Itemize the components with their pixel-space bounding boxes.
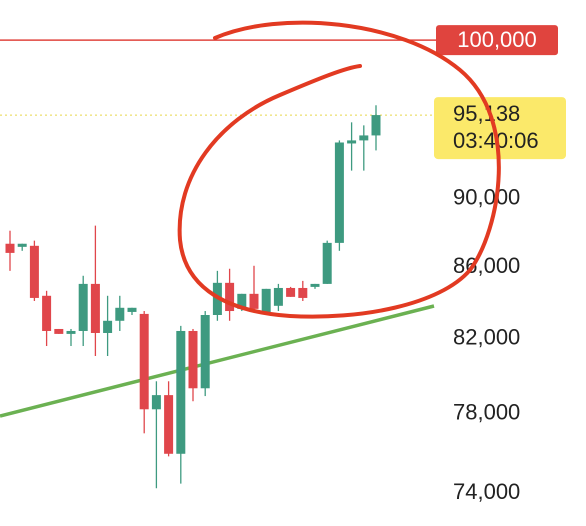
candle-body <box>347 140 357 144</box>
candle-body <box>151 395 161 410</box>
candle-body <box>103 320 113 333</box>
candle-body <box>286 287 296 297</box>
candle-body <box>29 245 39 298</box>
candle-body <box>164 395 174 454</box>
y-tick-label: 78,000 <box>453 400 520 425</box>
candle-body <box>334 142 344 243</box>
trend-line <box>0 304 435 418</box>
candle-body <box>273 287 283 306</box>
hand-drawn-circle <box>177 20 501 319</box>
candle-body <box>66 330 76 334</box>
y-tick-label: 90,000 <box>453 184 520 209</box>
candle-body <box>188 330 198 389</box>
candle-body <box>42 295 52 331</box>
candle-body <box>127 307 137 312</box>
candle-body <box>176 330 186 454</box>
y-tick-label: 86,000 <box>453 253 520 278</box>
candle-body <box>237 293 247 309</box>
candle-body <box>359 135 369 141</box>
y-tick-label: 74,000 <box>453 479 520 504</box>
candle-body <box>139 313 149 410</box>
last-price-box <box>434 97 566 160</box>
candle-body <box>200 314 210 389</box>
candle-body <box>310 283 320 287</box>
candle-body <box>78 283 88 331</box>
candle-body <box>298 287 308 298</box>
hline-label-box <box>436 25 558 56</box>
plot: 74,00078,00082,00086,00090,000100,00095,… <box>0 25 566 504</box>
candle-body <box>249 293 259 309</box>
candle-body <box>54 328 64 334</box>
y-tick-label: 82,000 <box>453 324 520 349</box>
candle-body <box>225 282 235 312</box>
hline-label: 100,000 <box>457 27 537 52</box>
candle-body <box>371 115 381 136</box>
candle-body <box>5 243 15 253</box>
candle-body <box>322 242 332 284</box>
candle-body <box>17 243 27 247</box>
candle-body <box>115 307 125 321</box>
candle-body <box>90 283 100 333</box>
candle-body <box>261 288 271 314</box>
